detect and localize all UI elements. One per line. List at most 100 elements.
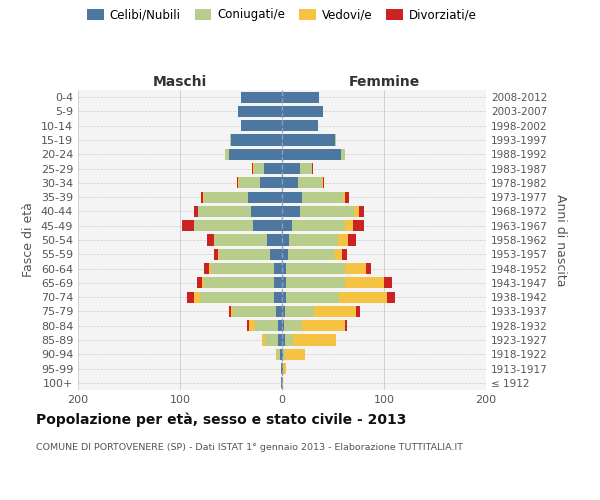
Bar [205,278,274,288]
Bar [282,334,285,345]
Bar [225,148,229,160]
Bar [355,206,359,217]
Bar [282,234,289,246]
Bar [248,192,282,202]
Bar [282,292,286,302]
Bar [281,363,282,374]
Bar [282,134,335,145]
Bar [289,234,338,246]
Bar [335,248,342,260]
Bar [384,278,392,288]
Bar [231,134,282,145]
Bar [194,292,200,302]
Bar [343,192,345,202]
Bar [241,120,282,132]
Bar [282,363,283,374]
Bar [302,192,343,202]
Bar [365,263,371,274]
Bar [282,163,301,174]
Bar [274,278,282,288]
Bar [341,148,345,160]
Bar [277,348,280,360]
Bar [288,248,335,260]
Bar [282,348,283,360]
Bar [209,263,211,274]
Bar [282,378,283,388]
Bar [345,220,353,232]
Bar [278,334,282,345]
Bar [278,320,282,332]
Bar [276,348,277,360]
Bar [219,248,270,260]
Bar [293,334,336,345]
Bar [250,320,256,332]
Bar [359,206,364,217]
Bar [230,134,231,145]
Bar [200,292,274,302]
Bar [285,306,314,317]
Bar [285,334,293,345]
Bar [282,320,284,332]
Y-axis label: Anni di nascita: Anni di nascita [554,194,567,286]
Bar [239,178,260,188]
Bar [194,206,199,217]
Bar [254,163,263,174]
Bar [282,192,302,202]
Bar [280,348,282,360]
Bar [282,178,298,188]
Bar [197,278,202,288]
Bar [274,292,282,302]
Bar [298,178,322,188]
Bar [282,278,286,288]
Bar [286,292,339,302]
Bar [202,192,203,202]
Bar [237,178,238,188]
Bar [285,348,305,360]
Bar [282,148,341,160]
Bar [211,263,274,274]
Bar [263,163,282,174]
Bar [311,163,313,174]
Bar [238,178,239,188]
Text: Popolazione per età, sesso e stato civile - 2013: Popolazione per età, sesso e stato civil… [36,412,406,427]
Bar [205,263,209,274]
Bar [282,248,288,260]
Bar [260,178,282,188]
Bar [281,378,282,388]
Bar [276,306,282,317]
Bar [253,163,254,174]
Bar [323,178,324,188]
Bar [283,348,285,360]
Bar [253,220,282,232]
Bar [238,106,282,117]
Bar [256,320,278,332]
Bar [231,306,233,317]
Bar [345,278,384,288]
Bar [314,306,356,317]
Bar [262,334,265,345]
Bar [205,192,248,202]
Bar [241,92,282,102]
Bar [182,220,194,232]
Bar [282,206,301,217]
Text: COMUNE DI PORTOVENERE (SP) - Dati ISTAT 1° gennaio 2013 - Elaborazione TUTTITALI: COMUNE DI PORTOVENERE (SP) - Dati ISTAT … [36,442,463,452]
Bar [335,134,336,145]
Bar [202,278,205,288]
Bar [283,363,286,374]
Bar [214,248,218,260]
Bar [301,163,311,174]
Bar [301,206,355,217]
Bar [338,234,349,246]
Bar [345,263,365,274]
Bar [282,263,286,274]
Bar [284,320,302,332]
Bar [267,234,282,246]
Bar [282,306,285,317]
Bar [387,292,395,302]
Bar [218,248,219,260]
Bar [187,292,194,302]
Bar [194,220,253,232]
Bar [345,192,349,202]
Bar [286,263,345,274]
Bar [345,320,347,332]
